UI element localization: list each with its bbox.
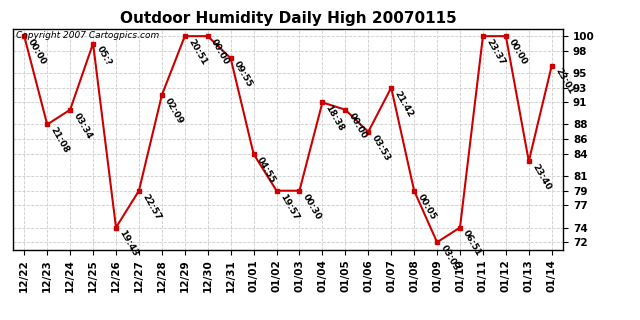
Text: 09:55: 09:55 bbox=[232, 60, 254, 89]
Text: 19:57: 19:57 bbox=[278, 192, 300, 222]
Text: 20:51: 20:51 bbox=[186, 37, 208, 67]
Text: 23:40: 23:40 bbox=[530, 163, 552, 192]
Text: 23:01: 23:01 bbox=[553, 67, 575, 96]
Title: Outdoor Humidity Daily High 20070115: Outdoor Humidity Daily High 20070115 bbox=[120, 11, 456, 26]
Text: 06:51: 06:51 bbox=[461, 229, 483, 258]
Text: 02:09: 02:09 bbox=[163, 96, 186, 126]
Text: 00:00: 00:00 bbox=[508, 37, 529, 67]
Text: 00:00: 00:00 bbox=[347, 111, 369, 140]
Text: 00:00: 00:00 bbox=[209, 37, 231, 67]
Text: 03:53: 03:53 bbox=[370, 133, 392, 163]
Text: 22:57: 22:57 bbox=[140, 192, 163, 221]
Text: 23:37: 23:37 bbox=[484, 37, 506, 67]
Text: 18:38: 18:38 bbox=[324, 104, 346, 133]
Text: 04:55: 04:55 bbox=[255, 155, 277, 185]
Text: Copyright 2007 Cartogpics.com: Copyright 2007 Cartogpics.com bbox=[15, 31, 159, 40]
Text: 21:08: 21:08 bbox=[49, 126, 70, 155]
Text: 03:03: 03:03 bbox=[438, 244, 460, 273]
Text: 19:43: 19:43 bbox=[117, 229, 140, 259]
Text: 03:34: 03:34 bbox=[72, 111, 93, 140]
Text: 00:00: 00:00 bbox=[26, 37, 47, 67]
Text: 21:42: 21:42 bbox=[392, 89, 415, 118]
Text: 00:05: 00:05 bbox=[415, 192, 438, 221]
Text: 05:?: 05:? bbox=[95, 45, 113, 68]
Text: 00:30: 00:30 bbox=[301, 192, 323, 221]
